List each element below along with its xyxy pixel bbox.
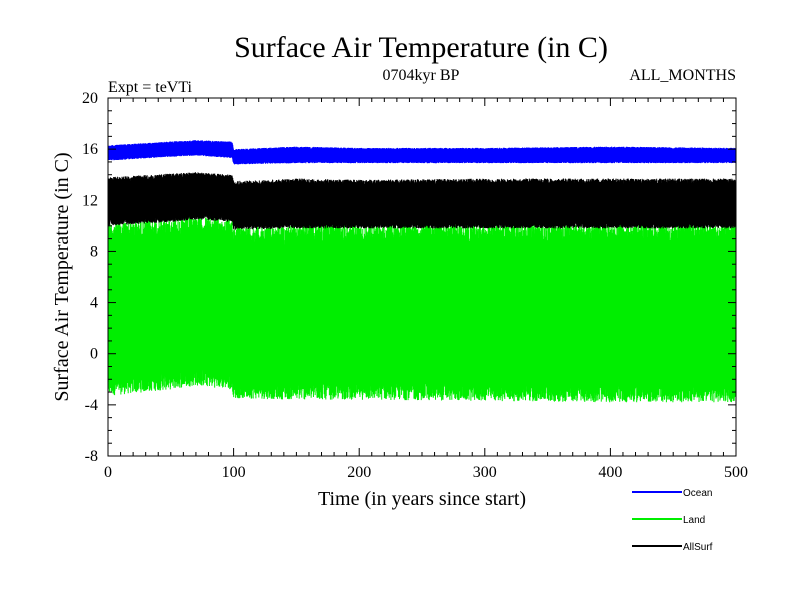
legend-label-land: Land bbox=[683, 515, 705, 526]
period-label: 0704kyr BP bbox=[383, 67, 460, 84]
y-tick-label: -8 bbox=[85, 448, 98, 465]
x-tick-label: 500 bbox=[724, 464, 748, 481]
y-tick-label: 4 bbox=[90, 295, 98, 312]
y-axis: -8 -4 0 4 8 12 16 20 bbox=[82, 90, 736, 465]
x-tick-label: 300 bbox=[473, 464, 497, 481]
y-tick-label: 12 bbox=[82, 192, 98, 209]
x-tick-label: 200 bbox=[347, 464, 371, 481]
series-line-allsurf bbox=[107, 172, 737, 230]
legend: Ocean Land AllSurf bbox=[632, 488, 713, 553]
y-tick-label: 20 bbox=[82, 90, 98, 107]
x-tick-label: 0 bbox=[104, 464, 112, 481]
legend-label-ocean: Ocean bbox=[683, 488, 712, 499]
months-label: ALL_MONTHS bbox=[629, 67, 736, 84]
chart-title: Surface Air Temperature (in C) bbox=[234, 31, 608, 64]
series-line-ocean bbox=[107, 140, 737, 165]
y-tick-label: 0 bbox=[90, 346, 98, 363]
legend-label-allsurf: AllSurf bbox=[683, 542, 713, 553]
y-tick-label: 16 bbox=[82, 141, 98, 158]
series-line-land bbox=[107, 216, 737, 403]
plot-marks bbox=[107, 140, 737, 403]
x-tick-label: 400 bbox=[598, 464, 622, 481]
y-tick-label: 8 bbox=[90, 243, 98, 260]
y-axis-label: Surface Air Temperature (in C) bbox=[51, 152, 73, 401]
y-tick-label: -4 bbox=[85, 397, 98, 414]
x-tick-label: 100 bbox=[222, 464, 246, 481]
x-axis: 0 100 200 300 400 500 bbox=[104, 98, 748, 481]
experiment-label: Expt = teVTi bbox=[108, 79, 193, 96]
x-axis-label: Time (in years since start) bbox=[318, 488, 526, 510]
